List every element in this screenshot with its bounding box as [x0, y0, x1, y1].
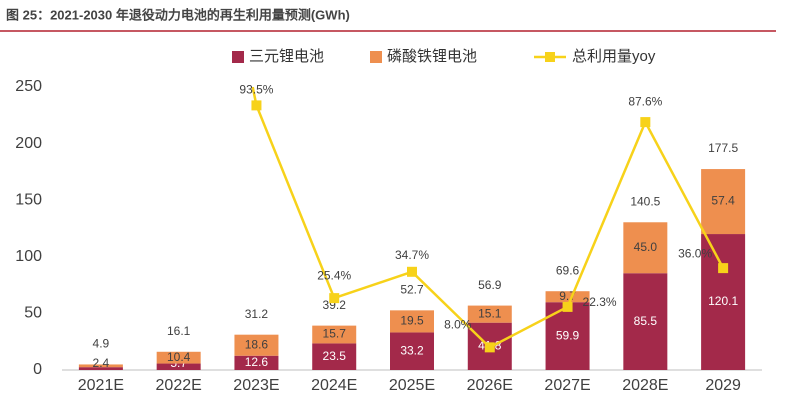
x-tick-label: 2024E [311, 377, 357, 394]
bar [467, 305, 512, 323]
legend-marker [545, 52, 555, 62]
x-tick-label: 2022E [156, 377, 202, 394]
yoy-marker [251, 100, 262, 111]
y-tick-label: 200 [15, 135, 42, 152]
value-label: 85.5 [634, 314, 658, 328]
legend-swatch [232, 51, 244, 63]
x-tick-label: 2023E [233, 377, 279, 394]
value-label: 45.0 [634, 240, 658, 254]
y-tick-label: 0 [33, 361, 42, 378]
legend-label: 总利用量yoy [572, 48, 656, 65]
yoy-label: 34.7% [395, 248, 429, 262]
yoy-label: 22.3% [583, 295, 617, 309]
yoy-marker [329, 293, 340, 304]
bar [701, 234, 746, 370]
value-label: 2.4 [93, 356, 110, 370]
legend-label: 磷酸铁锂电池 [387, 48, 477, 65]
total-label: 177.5 [708, 141, 738, 155]
value-label: 12.6 [245, 355, 269, 369]
yoy-marker [484, 342, 495, 353]
x-tick-label: 2028E [622, 377, 668, 394]
yoy-label: 25.4% [317, 268, 351, 282]
x-tick-label: 2029 [705, 377, 741, 394]
chart-title: 图 25：2021-2030 年退役动力电池的再生利用量预测(GWh) [6, 7, 350, 22]
legend-swatch [370, 51, 382, 63]
total-label: 52.7 [400, 283, 424, 297]
value-label: 15.1 [478, 306, 502, 320]
bar [156, 351, 201, 364]
x-tick-label: 2025E [389, 377, 435, 394]
value-label: 120.1 [708, 294, 738, 308]
value-label: 15.7 [323, 327, 347, 341]
total-label: 56.9 [478, 278, 502, 292]
value-label: 57.4 [711, 194, 735, 208]
x-tick-label: 2026E [467, 377, 513, 394]
value-label: 10.4 [167, 350, 191, 364]
y-tick-label: 50 [24, 305, 42, 322]
bar [78, 367, 123, 370]
bar [234, 334, 279, 356]
total-label: 4.9 [93, 337, 110, 351]
yoy-marker [640, 117, 651, 128]
bar [623, 222, 668, 274]
yoy-label: 87.6% [628, 94, 662, 108]
value-label: 23.5 [323, 349, 347, 363]
bar [234, 355, 279, 370]
bar [623, 273, 668, 370]
bar [390, 310, 434, 333]
total-label: 31.2 [245, 307, 269, 321]
yoy-marker [407, 266, 417, 277]
yoy-label: 36.0% [678, 246, 712, 260]
total-label: 39.2 [323, 298, 347, 312]
bar [156, 363, 201, 370]
yoy-marker [718, 263, 729, 274]
bar [390, 332, 434, 370]
value-label: 18.6 [245, 337, 269, 351]
yoy-label: 8.0% [444, 318, 472, 332]
total-label: 16.1 [167, 324, 191, 338]
yoy-marker [562, 301, 573, 312]
value-label: 59.9 [556, 328, 580, 342]
total-label: 69.6 [556, 263, 580, 277]
y-tick-label: 250 [15, 78, 42, 95]
yoy-line [251, 87, 725, 349]
y-tick-label: 150 [15, 191, 42, 208]
y-tick-label: 100 [15, 248, 42, 265]
value-label: 33.2 [400, 343, 424, 357]
line-group [251, 87, 729, 353]
bar [545, 291, 590, 303]
value-label: 19.5 [400, 314, 424, 328]
x-tick-label: 2027E [544, 377, 590, 394]
yoy-label: 93.5% [239, 83, 273, 97]
legend-label: 三元锂电池 [249, 48, 324, 65]
bar [312, 325, 357, 344]
bar [78, 364, 123, 368]
bar [312, 343, 357, 370]
total-label: 140.5 [630, 194, 660, 208]
bar [701, 169, 746, 235]
x-tick-label: 2021E [78, 377, 124, 394]
